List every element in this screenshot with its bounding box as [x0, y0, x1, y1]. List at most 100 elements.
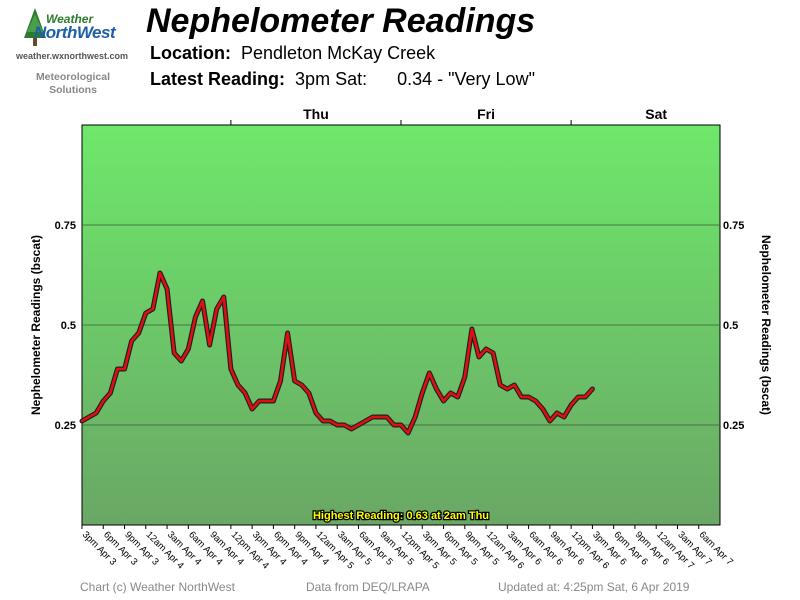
data-point — [265, 399, 268, 403]
data-point — [286, 331, 289, 335]
data-point — [584, 395, 587, 399]
data-point — [272, 399, 275, 403]
day-label: Sat — [645, 106, 667, 122]
data-point — [229, 367, 233, 371]
data-point — [258, 399, 261, 403]
data-point — [328, 419, 332, 423]
data-point — [442, 399, 445, 403]
data-point — [548, 419, 552, 423]
data-point — [421, 391, 424, 395]
data-point — [215, 307, 218, 311]
location-value: Pendleton McKay Creek — [241, 43, 436, 63]
page-title: Nephelometer Readings — [146, 2, 536, 40]
data-point — [165, 287, 169, 291]
logo-url: weather.wxnorthwest.com — [16, 51, 129, 61]
data-point — [428, 371, 431, 375]
data-point — [208, 343, 211, 347]
data-point — [506, 387, 509, 391]
y-tick-label-left: 0.25 — [55, 420, 76, 432]
data-point — [484, 347, 488, 351]
y-tick-label-right: 0.5 — [723, 320, 738, 332]
data-point — [477, 355, 481, 359]
data-point — [321, 419, 325, 423]
data-point — [300, 383, 303, 387]
data-point — [102, 399, 105, 403]
data-point — [562, 415, 566, 419]
data-point — [123, 367, 126, 371]
data-point — [591, 387, 594, 391]
data-point — [392, 423, 396, 427]
data-point — [137, 331, 140, 335]
data-point — [534, 399, 537, 403]
data-point — [385, 415, 389, 419]
data-point — [520, 395, 523, 399]
data-point — [158, 271, 162, 275]
data-point — [569, 403, 573, 407]
day-label: Fri — [477, 106, 495, 122]
data-point — [463, 375, 466, 379]
data-point — [201, 299, 204, 303]
data-point — [456, 395, 459, 399]
data-point — [116, 367, 119, 371]
data-point — [109, 391, 112, 395]
latest-reading-value: 0.34 - "Very Low" — [397, 69, 535, 89]
data-point — [343, 423, 346, 427]
y-tick-label-left: 0.75 — [55, 220, 76, 232]
data-point — [336, 423, 339, 427]
y-axis-label-right: Nephelometer Readings (bscat) — [759, 235, 773, 415]
data-point — [413, 415, 417, 419]
location-label: Location: — [150, 43, 231, 63]
data-point — [243, 391, 247, 395]
data-point — [293, 379, 296, 383]
footer-source: Data from DEQ/LRAPA — [306, 580, 430, 594]
latest-reading-row: Latest Reading: 3pm Sat: 0.34 - "Very Lo… — [150, 69, 535, 90]
data-point — [236, 383, 240, 387]
location-row: Location: Pendleton McKay Creek — [150, 43, 435, 64]
footer-copyright: Chart (c) Weather NorthWest — [80, 580, 235, 594]
data-point — [513, 383, 516, 387]
data-point — [94, 411, 98, 415]
tree-icon — [24, 8, 46, 46]
data-point — [250, 407, 254, 411]
footer-updated: Updated at: 4:25pm Sat, 6 Apr 2019 — [498, 580, 690, 594]
latest-reading-time: 3pm Sat: — [295, 69, 368, 89]
logo-line1: Weather — [46, 12, 94, 26]
data-point — [499, 383, 502, 387]
data-point — [350, 427, 353, 431]
data-point — [144, 311, 147, 315]
data-point — [279, 379, 282, 383]
data-point — [435, 387, 438, 391]
data-point — [222, 295, 225, 299]
data-point — [491, 351, 495, 355]
logo-line2: NorthWest — [34, 23, 116, 42]
y-axis-label-left: Nephelometer Readings (bscat) — [29, 235, 43, 415]
day-label: Thu — [303, 106, 329, 122]
logo-tagline-2: Solutions — [49, 84, 97, 96]
data-point — [194, 315, 197, 319]
y-tick-label-right: 0.75 — [723, 220, 744, 232]
data-point — [378, 415, 381, 419]
data-point — [399, 423, 403, 427]
data-point — [364, 419, 367, 423]
data-point — [371, 415, 374, 419]
data-point — [187, 347, 190, 351]
logo: Weather NorthWest weather.wxnorthwest.co… — [8, 4, 138, 96]
data-point — [180, 359, 183, 363]
logo-tagline-1: Meteorological — [35, 71, 111, 83]
data-point — [151, 307, 155, 311]
data-point — [80, 419, 84, 423]
y-tick-label-right: 0.25 — [723, 420, 744, 432]
data-point — [314, 411, 318, 415]
data-point — [577, 395, 580, 399]
data-point — [406, 431, 410, 435]
highest-reading-annotation: Highest Reading: 0.63 at 2am Thu — [313, 510, 489, 522]
data-point — [87, 415, 91, 419]
data-point — [307, 391, 311, 395]
data-point — [541, 407, 544, 411]
data-point — [357, 423, 360, 427]
data-point — [527, 395, 530, 399]
y-tick-label-left: 0.5 — [61, 320, 76, 332]
latest-reading-label: Latest Reading: — [150, 69, 286, 89]
data-point — [172, 351, 176, 355]
